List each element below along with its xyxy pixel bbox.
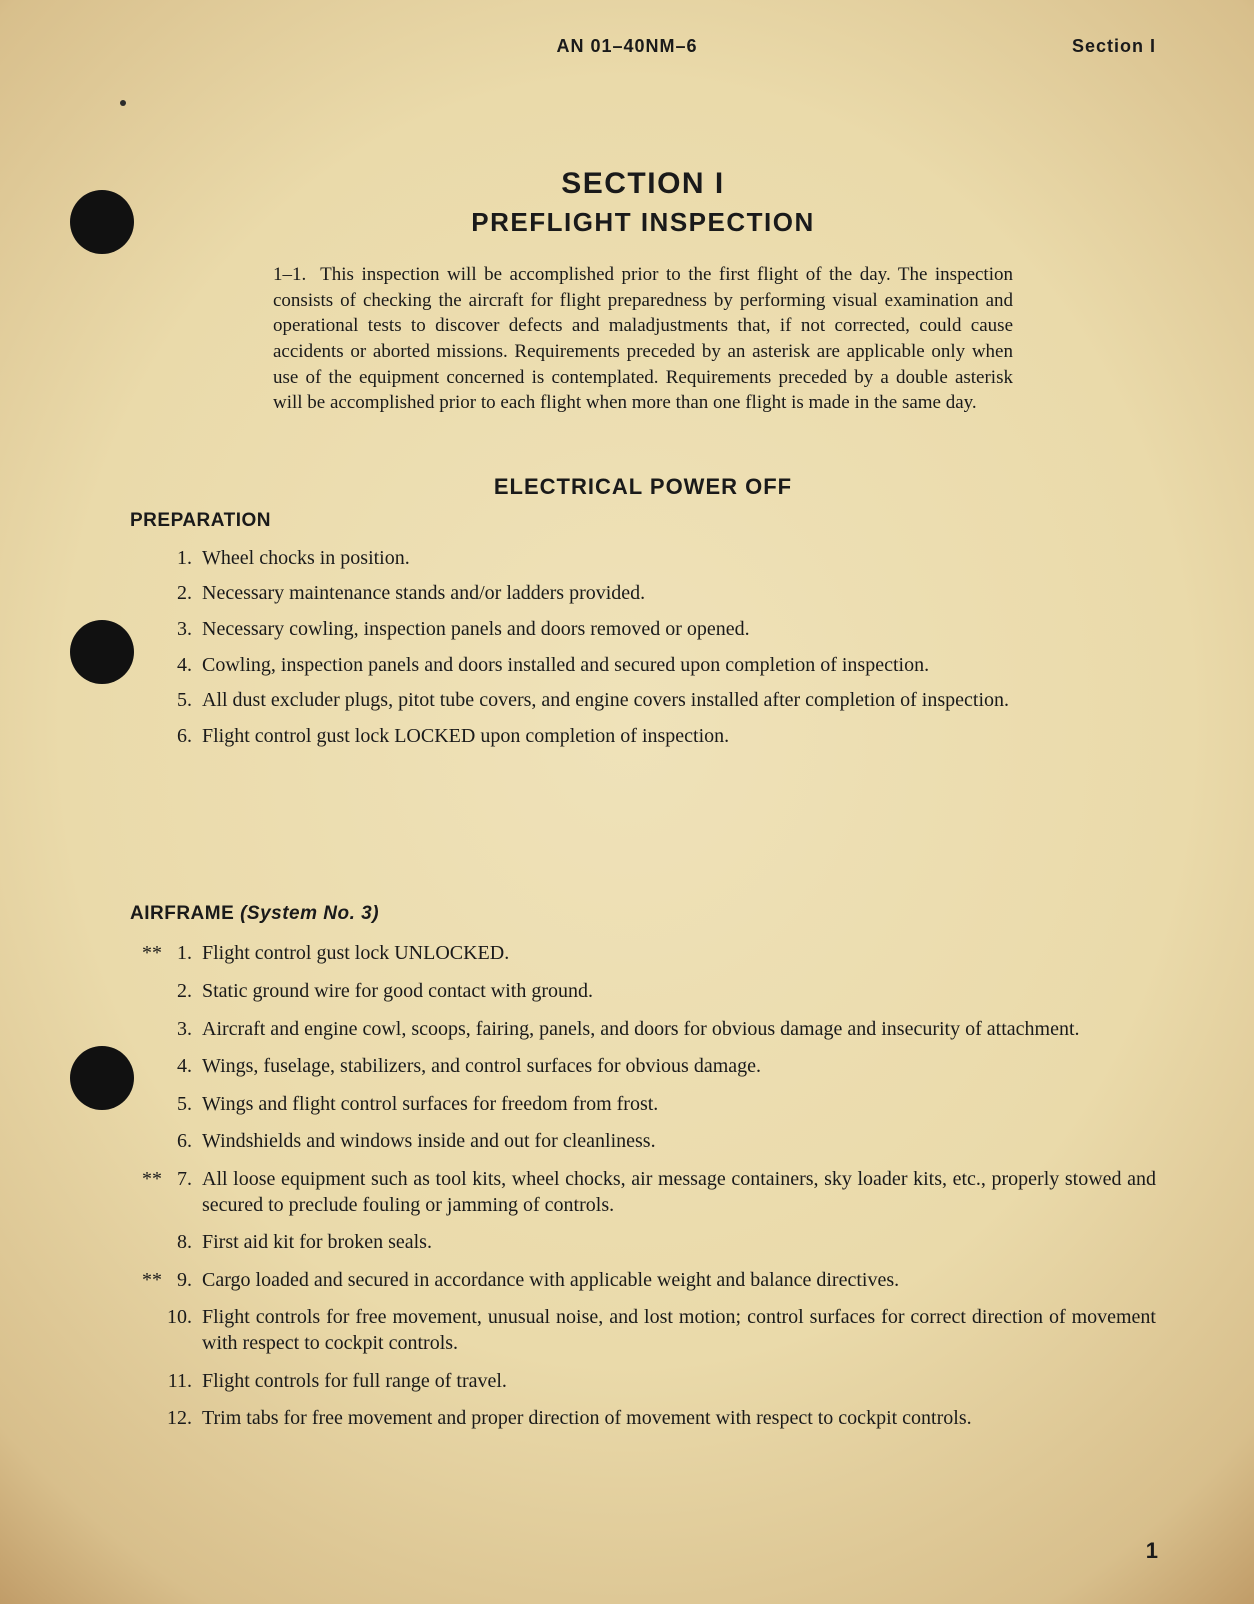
item-number: 1.	[164, 546, 202, 572]
airframe-heading-paren: (System No. 3)	[240, 903, 379, 924]
item-text: Necessary maintenance stands and/or ladd…	[202, 581, 1156, 607]
airframe-item: 5.Wings and flight control surfaces for …	[130, 1092, 1156, 1118]
item-number: 4.	[164, 653, 202, 679]
item-number: 1.	[164, 941, 202, 967]
electrical-power-off-heading: ELECTRICAL POWER OFF	[130, 474, 1156, 500]
preparation-item: 5.All dust excluder plugs, pitot tube co…	[130, 688, 1156, 714]
item-text: Wings, fuselage, stabilizers, and contro…	[202, 1054, 1156, 1080]
item-text: All dust excluder plugs, pitot tube cove…	[202, 688, 1156, 714]
airframe-item: 3.Aircraft and engine cowl, scoops, fair…	[130, 1017, 1156, 1043]
airframe-item: 4.Wings, fuselage, stabilizers, and cont…	[130, 1054, 1156, 1080]
item-number: 4.	[164, 1054, 202, 1080]
preparation-item: 4.Cowling, inspection panels and doors i…	[130, 653, 1156, 679]
item-text: First aid kit for broken seals.	[202, 1230, 1156, 1256]
item-number: 2.	[164, 979, 202, 1005]
preparation-item: 3.Necessary cowling, inspection panels a…	[130, 617, 1156, 643]
asterisk-marker: **	[130, 1167, 164, 1193]
item-text: All loose equipment such as tool kits, w…	[202, 1167, 1156, 1218]
item-number: 11.	[164, 1369, 202, 1395]
section-titles: SECTION I PREFLIGHT INSPECTION	[130, 167, 1156, 238]
item-number: 12.	[164, 1406, 202, 1432]
airframe-item: 8.First aid kit for broken seals.	[130, 1230, 1156, 1256]
page-header: AN 01–40NM–6 Section I	[130, 36, 1156, 57]
item-text: Cowling, inspection panels and doors ins…	[202, 653, 1156, 679]
airframe-item: **1.Flight control gust lock UNLOCKED.	[130, 941, 1156, 967]
item-number: 10.	[164, 1305, 202, 1331]
preparation-item: 1.Wheel chocks in position.	[130, 546, 1156, 572]
item-text: Necessary cowling, inspection panels and…	[202, 617, 1156, 643]
airframe-list: **1.Flight control gust lock UNLOCKED.2.…	[130, 941, 1156, 1431]
airframe-heading: AIRFRAME (System No. 3)	[130, 903, 1156, 925]
item-text: Flight control gust lock UNLOCKED.	[202, 941, 1156, 967]
page-number: 1	[1146, 1538, 1158, 1564]
item-text: Static ground wire for good contact with…	[202, 979, 1156, 1005]
item-number: 6.	[164, 724, 202, 750]
item-text: Cargo loaded and secured in accordance w…	[202, 1268, 1156, 1294]
airframe-item: 12.Trim tabs for free movement and prope…	[130, 1406, 1156, 1432]
item-text: Trim tabs for free movement and proper d…	[202, 1406, 1156, 1432]
section-number-title: SECTION I	[130, 167, 1156, 201]
asterisk-marker: **	[130, 1268, 164, 1294]
preparation-item: 6.Flight control gust lock LOCKED upon c…	[130, 724, 1156, 750]
airframe-item: 6.Windshields and windows inside and out…	[130, 1129, 1156, 1155]
airframe-item: **9.Cargo loaded and secured in accordan…	[130, 1268, 1156, 1294]
intro-text: This inspection will be accomplished pri…	[273, 264, 1013, 413]
item-text: Flight controls for full range of travel…	[202, 1369, 1156, 1395]
airframe-item: 11.Flight controls for full range of tra…	[130, 1369, 1156, 1395]
item-number: 5.	[164, 1092, 202, 1118]
item-number: 2.	[164, 581, 202, 607]
preparation-heading: PREPARATION	[130, 510, 1156, 532]
item-number: 7.	[164, 1167, 202, 1193]
asterisk-marker: **	[130, 941, 164, 967]
intro-lead-number: 1–1.	[273, 262, 313, 288]
page-body: AN 01–40NM–6 Section I SECTION I PREFLIG…	[0, 0, 1254, 1604]
item-number: 6.	[164, 1129, 202, 1155]
item-text: Wings and flight control surfaces for fr…	[202, 1092, 1156, 1118]
item-text: Windshields and windows inside and out f…	[202, 1129, 1156, 1155]
airframe-heading-text: AIRFRAME	[130, 903, 234, 924]
item-number: 8.	[164, 1230, 202, 1256]
item-text: Aircraft and engine cowl, scoops, fairin…	[202, 1017, 1156, 1043]
airframe-item: 2.Static ground wire for good contact wi…	[130, 979, 1156, 1005]
item-number: 3.	[164, 1017, 202, 1043]
preparation-item: 2.Necessary maintenance stands and/or la…	[130, 581, 1156, 607]
item-text: Wheel chocks in position.	[202, 546, 1156, 572]
section-subtitle: PREFLIGHT INSPECTION	[130, 207, 1156, 238]
item-text: Flight control gust lock LOCKED upon com…	[202, 724, 1156, 750]
airframe-item: 10.Flight controls for free movement, un…	[130, 1305, 1156, 1356]
item-number: 9.	[164, 1268, 202, 1294]
preparation-list: 1.Wheel chocks in position.2.Necessary m…	[130, 546, 1156, 750]
item-number: 5.	[164, 688, 202, 714]
item-number: 3.	[164, 617, 202, 643]
intro-paragraph: 1–1. This inspection will be accomplishe…	[273, 262, 1013, 416]
item-text: Flight controls for free movement, unusu…	[202, 1305, 1156, 1356]
airframe-item: **7.All loose equipment such as tool kit…	[130, 1167, 1156, 1218]
header-section-label: Section I	[1072, 36, 1156, 57]
doc-number: AN 01–40NM–6	[556, 36, 697, 57]
